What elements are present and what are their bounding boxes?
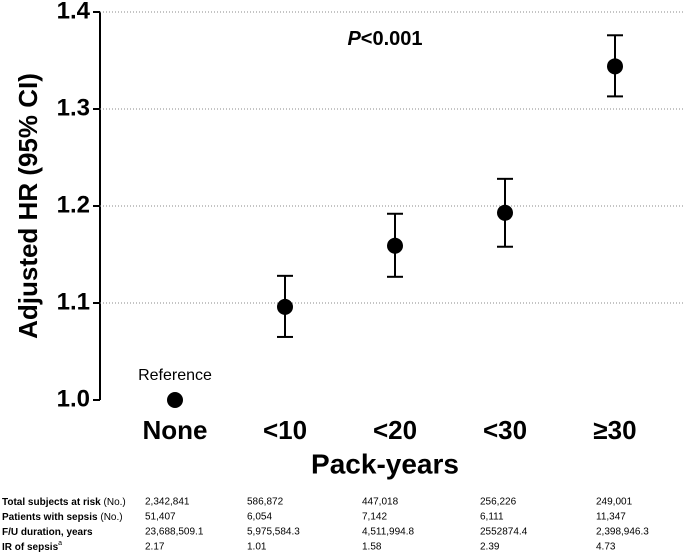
- point: [607, 58, 623, 75]
- x-tick-label: <30: [483, 415, 527, 445]
- x-axis-label: Pack-years: [311, 448, 459, 479]
- row-unit: (No.): [100, 512, 122, 523]
- row-label-text: IR of sepsis: [2, 542, 59, 553]
- table-cell: 4,511,994.8: [362, 527, 415, 538]
- table-cell: 249,001: [596, 497, 633, 508]
- y-tick-label: 1.3: [57, 94, 90, 121]
- point: [497, 204, 513, 221]
- table-cell: 1.58: [362, 542, 382, 553]
- y-axis-label: Adjusted HR (95% CI): [13, 73, 43, 339]
- row-label-text: Patients with sepsis: [2, 512, 98, 523]
- table-cell: 5,975,584.3: [247, 527, 300, 538]
- row-label-text: Total subjects at risk: [2, 497, 101, 508]
- table-cell: 447,018: [362, 497, 399, 508]
- y-tick-label: 1.0: [57, 385, 90, 412]
- y-tick-label: 1.4: [57, 0, 91, 24]
- table-cell: 4.73: [596, 542, 616, 553]
- point: [387, 237, 403, 254]
- table-cell: 51,407: [145, 512, 176, 523]
- row-label: Patients with sepsis (No.): [2, 512, 123, 523]
- row-label: Total subjects at risk (No.): [2, 497, 126, 508]
- x-tick-label: ≥30: [593, 415, 636, 445]
- row-unit: (No.): [104, 497, 126, 508]
- table-cell: 2.39: [480, 542, 500, 553]
- table-cell: 7,142: [362, 512, 387, 523]
- table-cell: 11,347: [596, 512, 626, 523]
- table-cell: 586,872: [247, 497, 284, 508]
- y-tick-label: 1.1: [57, 288, 90, 315]
- row-label-text: F/U duration, years: [2, 527, 93, 538]
- table-cell: 6,111: [480, 512, 504, 523]
- x-tick-label: <20: [373, 415, 417, 445]
- point: [277, 298, 293, 315]
- row-label: IR of sepsisa: [2, 540, 62, 553]
- x-tick-label: <10: [263, 415, 307, 445]
- table-cell: 256,226: [480, 497, 517, 508]
- table-cell: 2552874.4: [480, 527, 528, 538]
- x-tick-label: None: [143, 415, 208, 445]
- table-cell: 6,054: [247, 512, 272, 523]
- table-cell: 2,398,946.3: [596, 527, 649, 538]
- reference-label: Reference: [138, 367, 212, 384]
- table-cell: 1.01: [247, 542, 267, 553]
- table-cell: 23,688,509.1: [145, 527, 204, 538]
- y-tick-label: 1.2: [57, 191, 90, 218]
- table-cell: 2,342,841: [145, 497, 190, 508]
- row-sup: a: [58, 540, 62, 547]
- p-value: P<0.001: [347, 28, 422, 50]
- table-cell: 2.17: [145, 542, 165, 553]
- point: [167, 392, 183, 408]
- p-symbol: P: [347, 28, 361, 50]
- p-text: <0.001: [361, 28, 423, 50]
- row-label: F/U duration, years: [2, 527, 93, 538]
